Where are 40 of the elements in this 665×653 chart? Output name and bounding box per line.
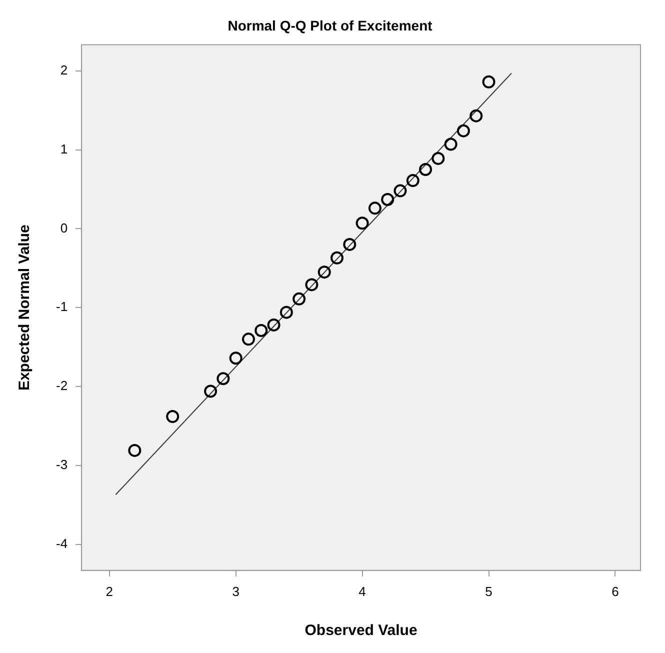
x-axis-title: Observed Value: [304, 622, 418, 640]
point: [242, 332, 255, 346]
x-tick-label: 3: [232, 584, 240, 599]
point: [216, 372, 230, 386]
y-tick-label: 1: [60, 141, 68, 156]
point: [204, 384, 218, 398]
point: [292, 292, 306, 306]
point: [444, 138, 458, 151]
point: [356, 216, 369, 230]
point: [254, 324, 268, 337]
y-tick-label: -2: [56, 378, 68, 394]
point: [280, 306, 293, 319]
point: [456, 124, 470, 138]
point: [330, 251, 344, 264]
point: [368, 202, 382, 215]
point: [394, 184, 407, 198]
point: [229, 352, 242, 365]
point: [470, 109, 483, 122]
x-tick-label: 5: [485, 584, 492, 599]
point: [406, 174, 420, 188]
y-axis-title: Expected Normal Value: [16, 224, 34, 391]
y-tick-label: -3: [56, 457, 68, 472]
point: [166, 410, 180, 424]
y-tick-label: 0: [60, 220, 68, 236]
point: [343, 238, 356, 251]
x-tick-label: 4: [358, 584, 366, 599]
x-tick-label: 6: [612, 584, 619, 599]
point: [128, 444, 142, 457]
point: [419, 162, 432, 176]
chart-title: Normal Q-Q Plot of Excitement: [228, 17, 433, 34]
x-tick-label: 2: [106, 584, 113, 599]
y-tick-label: -4: [56, 536, 68, 551]
point: [305, 278, 318, 292]
point: [482, 75, 496, 88]
y-tick-label: 2: [60, 62, 68, 78]
point: [432, 152, 445, 165]
y-tick-label: -1: [56, 299, 68, 314]
point: [381, 192, 394, 206]
point: [267, 318, 280, 332]
point: [318, 266, 331, 279]
